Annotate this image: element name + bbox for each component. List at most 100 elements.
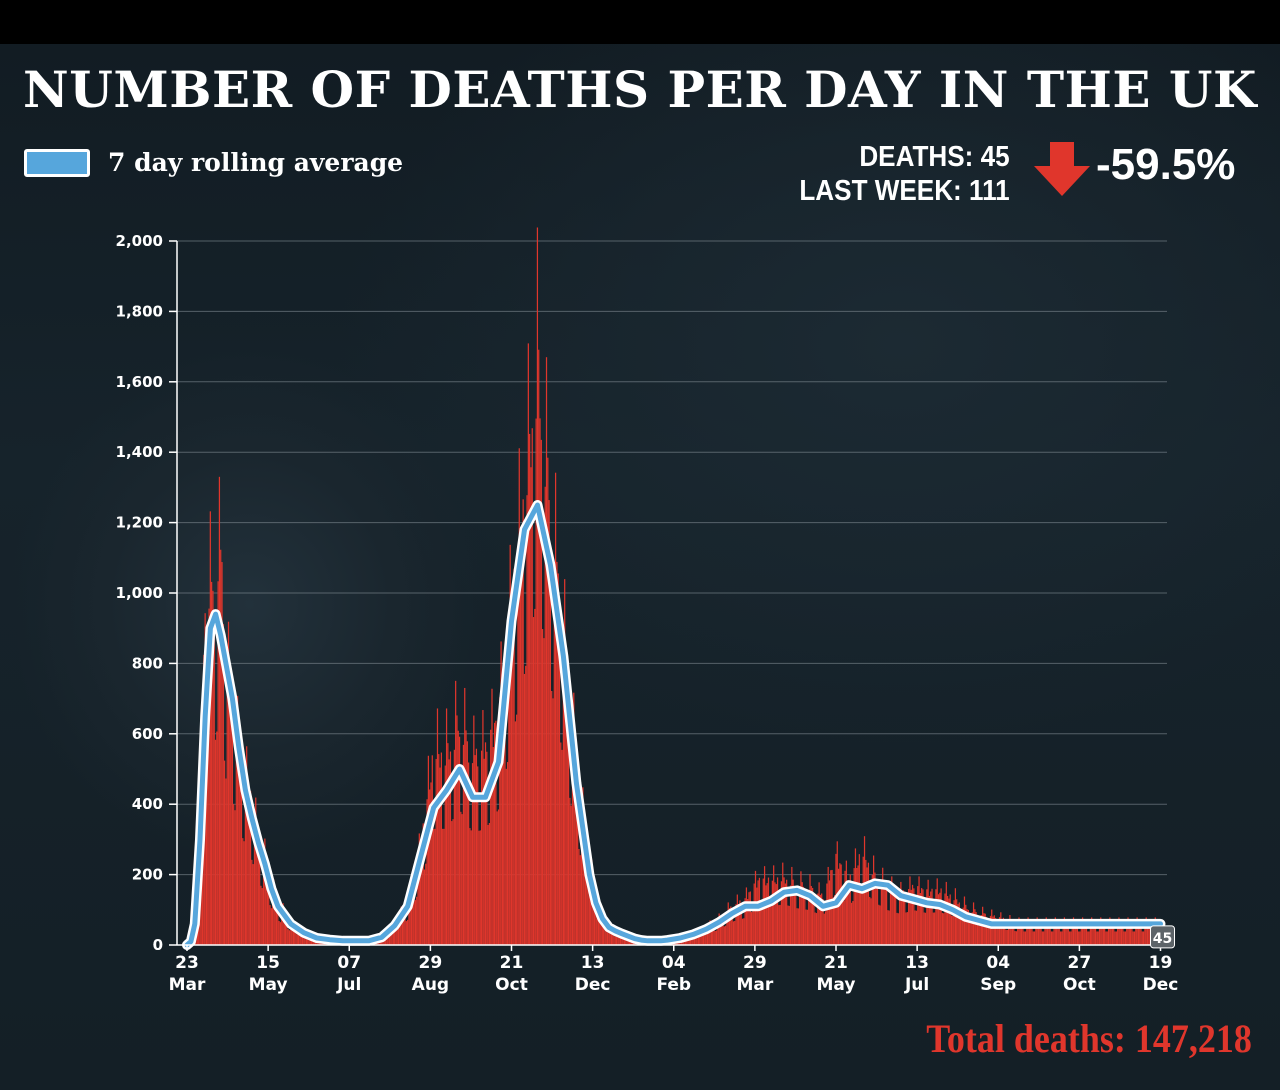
daily-bar: [786, 879, 788, 945]
daily-bar: [876, 879, 879, 945]
daily-bar: [519, 540, 522, 945]
x-tick-month: Mar: [169, 975, 206, 995]
daily-bar: [562, 633, 565, 945]
daily-bar: [535, 418, 537, 945]
daily-bar: [1066, 922, 1068, 945]
daily-bar: [279, 922, 282, 945]
daily-bar: [998, 917, 1001, 945]
daily-bar: [565, 663, 567, 945]
daily-bar: [1027, 917, 1029, 945]
daily-bar: [892, 887, 894, 945]
daily-bar: [278, 920, 280, 945]
daily-bar: [945, 881, 947, 945]
daily-bar: [1092, 924, 1094, 945]
daily-bar: [252, 864, 254, 945]
daily-bar: [390, 928, 392, 945]
daily-bar: [248, 796, 250, 945]
daily-bar: [449, 751, 452, 945]
x-tick-labels: 23Mar15May07Jul29Aug21Oct13Dec04Feb29Mar…: [169, 953, 1179, 995]
daily-bar: [460, 811, 462, 945]
daily-bar: [1071, 923, 1073, 945]
daily-bar: [739, 900, 741, 945]
daily-bar: [705, 934, 707, 945]
daily-bar: [1005, 929, 1007, 945]
daily-bar: [788, 905, 790, 945]
daily-bar: [233, 804, 235, 945]
daily-bar: [435, 758, 437, 945]
daily-bar: [760, 906, 762, 945]
daily-bar: [1020, 923, 1023, 945]
daily-bar: [268, 873, 270, 945]
daily-bar: [1022, 921, 1024, 945]
daily-bar: [688, 938, 690, 945]
daily-bar: [388, 935, 391, 945]
daily-bar: [801, 882, 803, 945]
daily-bar: [1133, 931, 1136, 945]
daily-bar: [1128, 922, 1130, 945]
daily-bar: [387, 936, 389, 945]
daily-bar: [889, 892, 892, 945]
daily-bar: [1002, 917, 1005, 945]
daily-bar: [784, 883, 786, 945]
daily-bar: [468, 762, 470, 945]
daily-bar: [905, 912, 907, 945]
daily-bar: [1079, 931, 1081, 945]
daily-bar: [932, 912, 934, 945]
daily-bar: [906, 912, 908, 945]
daily-bar: [734, 920, 736, 945]
daily-bar: [974, 909, 976, 945]
daily-bar: [1048, 924, 1050, 945]
daily-bar: [531, 428, 533, 945]
daily-bar: [919, 893, 921, 945]
daily-bar: [862, 856, 864, 945]
daily-bar: [939, 892, 941, 945]
daily-bar: [394, 923, 396, 945]
deaths-today: DEATHS: 45: [859, 141, 1010, 173]
daily-bar: [439, 767, 441, 945]
daily-bar: [913, 888, 915, 945]
daily-bar: [549, 545, 552, 945]
daily-bar: [574, 762, 576, 945]
daily-bar: [557, 573, 559, 945]
daily-bar: [728, 908, 731, 945]
daily-bar: [1126, 923, 1128, 945]
daily-bar: [453, 749, 455, 945]
daily-bar: [606, 932, 609, 945]
daily-bar: [1043, 931, 1045, 945]
daily-bar: [617, 932, 619, 945]
daily-bar: [873, 855, 875, 945]
legend-swatch: [24, 148, 90, 177]
daily-bar: [553, 564, 555, 945]
daily-bar: [758, 877, 761, 945]
daily-bar: [793, 886, 796, 945]
daily-bar: [714, 930, 716, 945]
daily-bar: [860, 890, 862, 945]
y-tick-label: 1,400: [116, 443, 163, 461]
daily-bar: [753, 883, 755, 945]
daily-bar: [261, 888, 263, 945]
daily-bar: [717, 921, 719, 945]
daily-bar: [475, 748, 478, 945]
rolling-average-line: [182, 500, 1166, 950]
daily-bar: [510, 629, 513, 945]
daily-bar: [757, 880, 759, 945]
daily-bar: [813, 894, 815, 945]
y-tick-label: 1,600: [116, 373, 163, 391]
daily-bar: [946, 895, 949, 945]
daily-bar: [914, 910, 916, 945]
daily-bar: [779, 904, 781, 945]
daily-bar: [619, 932, 622, 945]
daily-bar: [1026, 922, 1028, 945]
daily-bar: [214, 739, 217, 945]
x-tick-day: 23: [175, 953, 199, 973]
daily-bar: [748, 892, 750, 945]
daily-bar: [926, 889, 928, 945]
daily-bar: [545, 357, 548, 945]
daily-bar: [262, 857, 265, 945]
daily-bar: [403, 907, 405, 945]
daily-bar: [1067, 924, 1069, 945]
daily-bar: [747, 898, 749, 945]
daily-bar: [554, 472, 557, 945]
daily-bar: [967, 909, 969, 945]
daily-bar: [465, 730, 467, 945]
